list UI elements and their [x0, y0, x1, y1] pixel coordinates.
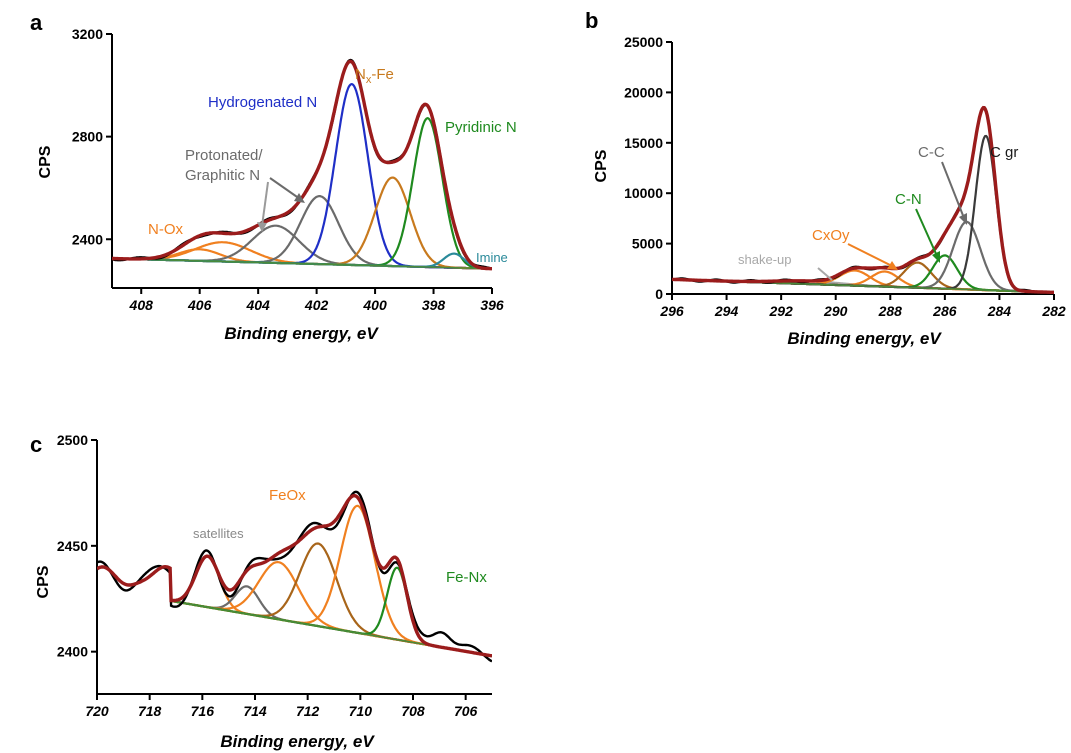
- panel-b-ylabel: CPS: [593, 149, 610, 182]
- component-feox-2: [170, 542, 492, 657]
- annotation-feox: FeOx: [269, 487, 306, 504]
- x-tick-label: 402: [304, 297, 329, 313]
- panel-a-plot-area: 2400 2800 3200 408 406 404 402 400 398 396: [72, 26, 504, 313]
- annotation-fe-nx: Fe-Nx: [446, 569, 487, 586]
- x-tick-label: 404: [245, 297, 270, 313]
- annotation-arrows-b: [817, 161, 967, 281]
- annotation-protonated: Protonated/: [185, 147, 263, 164]
- panel-b: b CPS Binding energy, eV 0 5000 10000 15000…: [585, 8, 1066, 348]
- x-tick-label: 296: [659, 303, 684, 319]
- annotation-satellites: satellites: [193, 526, 244, 541]
- panel-b-xlabel: Binding energy, eV: [787, 329, 942, 348]
- annotation-c-c: C-C: [918, 144, 945, 161]
- panel-b-plot-area: 0 5000 10000 15000 20000 25000 296 294 292 290 288…: [624, 34, 1066, 319]
- component-fe-nx: [170, 566, 492, 657]
- y-tick-label: 15000: [624, 135, 663, 151]
- y-tick-label: 2800: [72, 129, 103, 145]
- x-tick-label: 284: [987, 303, 1012, 319]
- x-tick-label: 282: [1041, 303, 1066, 319]
- x-tick-label: 406: [187, 297, 212, 313]
- x-tick-label: 708: [401, 703, 425, 719]
- y-tick-label: 2500: [57, 432, 88, 448]
- plot-curves: [97, 490, 492, 663]
- panel-a-xlabel: Binding energy, eV: [224, 324, 379, 343]
- y-tick-label: 2450: [57, 538, 88, 554]
- component-hydrogenated-n: [112, 82, 492, 270]
- x-tick-label: 400: [362, 297, 387, 313]
- component-pyridinic-n: [112, 117, 492, 270]
- x-tick-label: 710: [349, 703, 373, 719]
- plot-curves: [112, 58, 492, 271]
- measured-spectrum: [97, 490, 492, 663]
- y-tick-label: 20000: [624, 84, 663, 100]
- x-tick-label: 292: [768, 303, 793, 319]
- annotation-arrows-a: [257, 177, 305, 232]
- x-tick-label: 396: [480, 297, 504, 313]
- panel-a-ylabel: CPS: [37, 145, 54, 178]
- x-tick-label: 290: [823, 303, 848, 319]
- x-tick-label: 408: [129, 297, 154, 313]
- annotation-c-gr: C gr: [990, 144, 1018, 161]
- y-tick-label: 2400: [57, 644, 88, 660]
- panel-a: a CPS Binding energy, eV 2400 2800 3200 408…: [30, 10, 517, 343]
- x-tick-label: 716: [191, 703, 215, 719]
- fit-envelope: [97, 494, 492, 658]
- annotation-n-ox: N-Ox: [148, 221, 183, 238]
- x-tick-label: 720: [85, 703, 109, 719]
- component-satellites-2: [170, 585, 492, 657]
- x-tick-label: 718: [138, 703, 162, 719]
- panel-c-plot-area: 2400 2450 2500 720 718 716 714 712 710 708 706: [57, 432, 492, 719]
- y-tick-label: 2400: [72, 231, 103, 247]
- panel-letter-a: a: [30, 10, 43, 35]
- fit-envelope: [112, 59, 492, 271]
- annotation-graphitic-n: Graphitic N: [185, 167, 260, 184]
- annotation-nx-fe: Nx-Fe: [355, 66, 394, 86]
- x-tick-label: 714: [243, 703, 267, 719]
- y-tick-label: 25000: [624, 34, 663, 50]
- x-tick-label: 706: [454, 703, 478, 719]
- background-line: [112, 257, 492, 270]
- panel-c-xlabel: Binding energy, eV: [220, 732, 375, 751]
- plot-curves: [672, 105, 1054, 294]
- x-tick-label: 398: [422, 297, 446, 313]
- fit-envelope: [672, 105, 1054, 294]
- panel-c-ylabel: CPS: [35, 565, 52, 598]
- y-tick-label: 3200: [72, 26, 103, 42]
- x-tick-label: 288: [878, 303, 903, 319]
- annotation-cxoy: CxOy: [812, 227, 850, 244]
- x-tick-label: 286: [932, 303, 957, 319]
- x-tick-label: 294: [714, 303, 739, 319]
- x-tick-label: 712: [296, 703, 320, 719]
- y-tick-label: 5000: [632, 236, 663, 252]
- panel-letter-b: b: [585, 8, 598, 33]
- panel-c: c CPS Binding energy, eV 2400 2450 2500 720…: [30, 432, 492, 751]
- annotation-pyridinic-n: Pyridinic N: [445, 119, 517, 136]
- annotation-shake-up: shake-up: [738, 252, 791, 267]
- y-tick-label: 0: [655, 286, 663, 302]
- annotation-c-n: C-N: [895, 191, 922, 208]
- panel-letter-c: c: [30, 432, 42, 457]
- annotation-hydrogenated-n: Hydrogenated N: [208, 94, 317, 111]
- y-tick-label: 10000: [624, 185, 663, 201]
- annotation-imine: Imine: [476, 250, 508, 265]
